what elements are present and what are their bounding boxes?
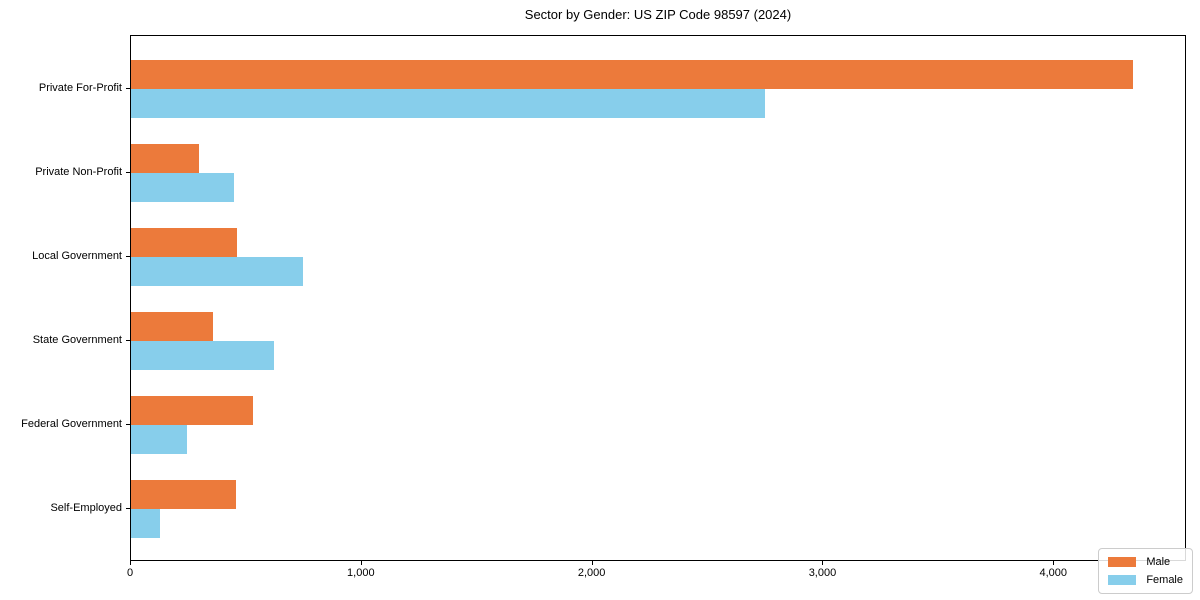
female-bar-6 bbox=[131, 509, 160, 538]
y-tick-mark bbox=[126, 340, 130, 341]
y-tick-mark bbox=[126, 424, 130, 425]
y-tick-mark bbox=[126, 88, 130, 89]
x-tick-label: 3,000 bbox=[808, 567, 837, 579]
legend: Male Female bbox=[1098, 548, 1193, 594]
male-bar-6 bbox=[131, 480, 236, 509]
x-tick-mark bbox=[822, 561, 824, 565]
male-bar-1 bbox=[131, 60, 1134, 89]
male-bar-2 bbox=[131, 144, 199, 173]
female-bar-5 bbox=[131, 425, 188, 454]
legend-item-female: Female bbox=[1108, 574, 1183, 586]
legend-label-male: Male bbox=[1146, 556, 1171, 568]
legend-label-female: Female bbox=[1146, 574, 1183, 586]
y-tick-label: Local Government bbox=[32, 250, 122, 262]
female-bar-3 bbox=[131, 257, 303, 286]
y-tick-label: Private For-Profit bbox=[38, 82, 122, 94]
female-bar-2 bbox=[131, 173, 234, 202]
x-tick-label: 2,000 bbox=[577, 567, 606, 579]
y-tick-label: Self-Employed bbox=[50, 502, 122, 514]
x-tick-label: 4,000 bbox=[1039, 567, 1068, 579]
male-bar-3 bbox=[131, 228, 237, 257]
chart-title: Sector by Gender: US ZIP Code 98597 (202… bbox=[524, 7, 792, 22]
x-tick-label: 0 bbox=[126, 567, 134, 579]
x-tick-mark bbox=[1053, 561, 1055, 565]
male-bar-5 bbox=[131, 396, 254, 425]
y-tick-mark bbox=[126, 508, 130, 509]
y-tick-mark bbox=[126, 256, 130, 257]
plot-area bbox=[130, 35, 1186, 561]
x-tick-mark bbox=[360, 561, 362, 565]
legend-item-male: Male bbox=[1108, 556, 1183, 568]
y-tick-label: Private Non-Profit bbox=[35, 166, 122, 178]
y-tick-label: State Government bbox=[32, 334, 122, 346]
y-tick-label: Federal Government bbox=[21, 418, 122, 430]
male-bar-4 bbox=[131, 312, 213, 341]
x-tick-mark bbox=[130, 561, 131, 565]
female-bar-4 bbox=[131, 341, 274, 370]
x-tick-label: 1,000 bbox=[347, 567, 375, 579]
female-bar-1 bbox=[131, 89, 765, 118]
y-tick-mark bbox=[126, 172, 130, 173]
x-tick-mark bbox=[591, 561, 593, 565]
female-swatch-icon bbox=[1108, 575, 1137, 585]
male-swatch-icon bbox=[1108, 557, 1137, 567]
